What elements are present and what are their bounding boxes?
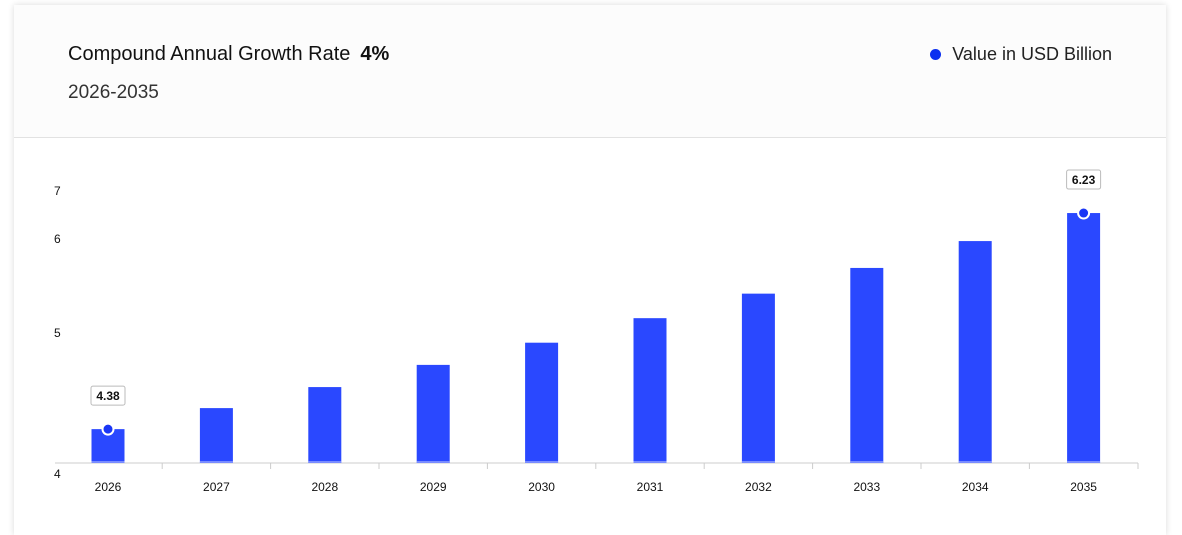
x-tick-label: 2035 — [1070, 480, 1097, 494]
bar-2033 — [850, 267, 884, 463]
chart-header: Compound Annual Growth Rate 4% 2026-2035 … — [14, 5, 1166, 138]
bar-chart: 7 6 5 4 2026 4.38 2027 2028 2029 2030 2031 2032 2033… — [54, 169, 1139, 494]
chart-title: Compound Annual Growth Rate 4% — [68, 43, 389, 66]
legend-label: Value in USD Billion — [952, 44, 1112, 64]
x-tick-label: 2033 — [853, 480, 880, 494]
bar-2031 — [633, 318, 667, 463]
x-tick-label: 2026 — [95, 480, 122, 494]
x-tick-label: 2034 — [962, 480, 989, 494]
x-tick-label: 2028 — [311, 480, 338, 494]
bar-2028 — [308, 387, 342, 463]
bar-2032 — [741, 293, 775, 463]
bar-2027 — [199, 408, 233, 463]
x-tick-label: 2027 — [203, 480, 230, 494]
y-tick-label: 6 — [54, 232, 61, 246]
bar-2030 — [525, 342, 559, 463]
bar-2029 — [416, 364, 450, 463]
legend-dot-icon — [930, 49, 942, 60]
y-tick-label: 5 — [54, 326, 61, 340]
cagr-value: 4% — [360, 43, 390, 65]
x-tick-label: 2032 — [745, 480, 772, 494]
data-point-marker — [101, 422, 115, 436]
x-tick-label: 2029 — [420, 480, 447, 494]
legend[interactable]: Value in USD Billion — [930, 44, 1112, 65]
x-tick-label: 2031 — [637, 480, 664, 494]
data-label: 6.23 — [1072, 173, 1096, 187]
title-text: Compound Annual Growth Rate — [68, 43, 351, 65]
data-point-marker — [1077, 206, 1091, 220]
y-tick-label: 4 — [54, 467, 61, 481]
data-label-box — [1066, 169, 1102, 190]
bar-2035 — [1067, 213, 1101, 463]
x-tick-label: 2030 — [528, 480, 555, 494]
y-tick-label: 7 — [54, 184, 61, 198]
bar-2034 — [958, 241, 992, 463]
data-label-box — [90, 385, 126, 406]
data-label: 4.38 — [96, 389, 120, 403]
period-label: 2026-2035 — [68, 82, 159, 103]
